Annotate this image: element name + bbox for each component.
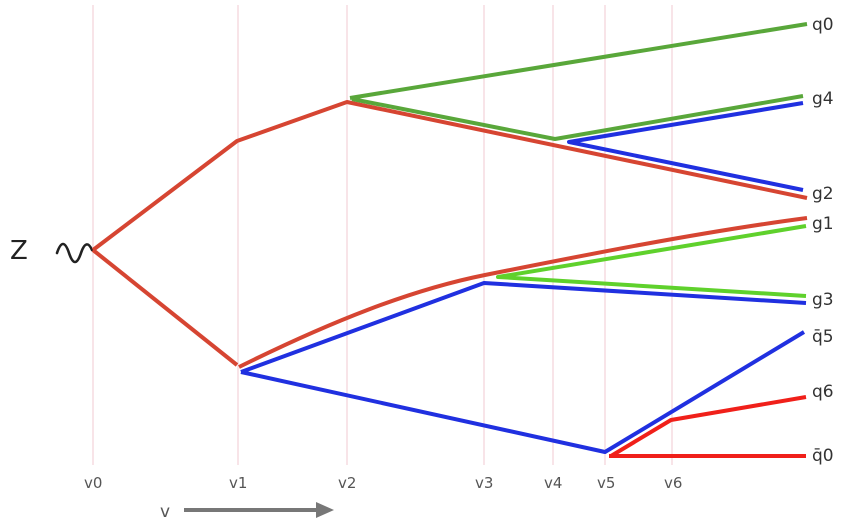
endpoint-label-g2: g2 xyxy=(812,184,834,204)
source-label-z: Z xyxy=(10,236,28,266)
vertex-label-v0: v0 xyxy=(84,474,102,492)
vertex-label-v1: v1 xyxy=(229,474,247,492)
gluon-line-v1-v3-blue xyxy=(240,281,807,374)
quark-line-lower-start xyxy=(91,248,239,367)
endpoint-label-qbar0: q̄0 xyxy=(812,446,834,466)
vertex-label-v3: v3 xyxy=(475,474,493,492)
axis-label-v: v xyxy=(160,502,170,521)
endpoint-label-g3: g3 xyxy=(812,290,834,310)
quark-line-q6 xyxy=(609,395,807,458)
vertex-label-v4: v4 xyxy=(544,474,562,492)
quark-line-upper xyxy=(91,100,808,252)
endpoint-label-g4: g4 xyxy=(812,89,834,109)
ordering-arrow-head xyxy=(316,502,334,518)
vertex-label-v2: v2 xyxy=(338,474,356,492)
gluon-line-q0 xyxy=(349,22,808,100)
z-boson-wavy-line xyxy=(55,242,94,264)
gluon-line-g4-green xyxy=(351,94,804,141)
vertex-labels: v0 v1 v2 v3 v4 v5 v6 xyxy=(84,474,682,492)
vertex-label-v6: v6 xyxy=(664,474,682,492)
endpoint-label-q0: q0 xyxy=(812,15,834,35)
vertex-label-v5: v5 xyxy=(597,474,615,492)
endpoint-label-q6: q6 xyxy=(812,382,834,402)
gluon-line-g4-blue xyxy=(567,101,804,192)
vertex-gridlines xyxy=(92,5,673,465)
gluon-line-v1-v5-blue xyxy=(240,330,806,454)
quark-line-lower-red xyxy=(238,216,808,369)
gluon-line-g1-g3 xyxy=(496,224,807,298)
endpoint-label-qbar5: q̄5 xyxy=(812,327,834,347)
endpoint-label-g1: g1 xyxy=(812,214,834,234)
